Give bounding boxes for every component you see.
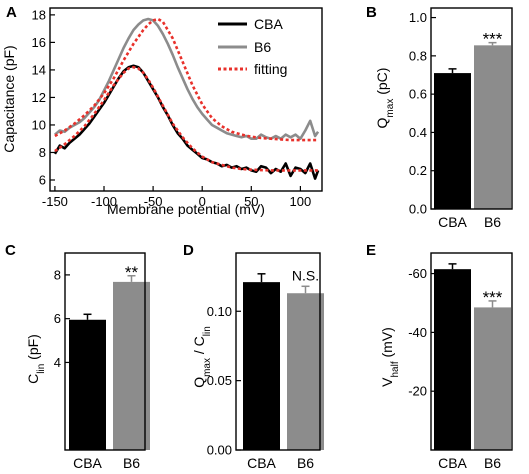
x-tick-label-b6: B6 <box>484 214 501 230</box>
bar-cba <box>243 282 280 450</box>
panel-e: E CBA B6 *** -60 -40 -20 Vhalf (mV) <box>366 242 513 471</box>
x-tick-label: 0 <box>199 194 206 209</box>
series-line-b6-1 <box>54 17 320 140</box>
panel-a-x-axis-label: Membrane potential (mV) <box>107 201 265 217</box>
y-tick-label: 1.0 <box>409 10 427 25</box>
x-tick-label-b6: B6 <box>297 455 314 471</box>
x-tick-label-cba: CBA <box>438 214 467 230</box>
bar-b6 <box>113 281 150 450</box>
x-tick-label: 50 <box>244 194 258 209</box>
y-tick-label: 0.10 <box>207 304 232 319</box>
panel-c-letter: C <box>5 242 16 259</box>
y-tick-label: 0.2 <box>409 163 427 178</box>
y-tick-label: 0.05 <box>207 373 232 388</box>
panel-a-ticks: -150 -100 -50 0 50 100 6 8 10 12 14 16 18 <box>32 7 312 209</box>
bar-cba <box>434 73 471 209</box>
panel-a-series <box>53 17 320 180</box>
panel-c: C CBA B6 ** 4 6 8 Clin (pF) <box>5 242 150 471</box>
panel-a-plot-frame <box>49 7 323 192</box>
panel-a-legend: CBA B6 fitting <box>218 16 287 77</box>
bar-b6 <box>474 45 511 210</box>
panel-a: A -150 -100 -50 0 50 100 6 8 10 12 14 16 18 Membrane… <box>1 4 323 217</box>
panel-d-y-axis-label: Qmax / Clin <box>191 326 213 388</box>
y-tick-label: 6 <box>54 311 61 326</box>
y-tick-label: 0.4 <box>409 125 427 140</box>
panel-e-y-axis-label: Vhalf (mV) <box>379 327 401 387</box>
y-tick-label: 10 <box>32 117 46 132</box>
y-tick-label: 0.8 <box>409 48 427 63</box>
plot-frame <box>235 252 321 451</box>
x-tick-label: 100 <box>290 194 312 209</box>
panel-b-chart: CBA B6 *** 0.0 0.2 0.4 0.6 0.8 1.0 <box>409 7 513 230</box>
y-tick-label: 0.6 <box>409 87 427 102</box>
bar-cba <box>434 269 471 450</box>
panel-a-letter: A <box>6 4 17 21</box>
x-tick-label-b6: B6 <box>123 455 140 471</box>
panel-e-letter: E <box>366 242 376 259</box>
significance-label: *** <box>483 288 503 307</box>
significance-label: N.S. <box>292 267 319 283</box>
y-tick-label: 8 <box>54 267 61 282</box>
y-tick-label: 4 <box>54 355 61 370</box>
series-line-cba-0 <box>53 64 320 180</box>
plot-frame <box>430 252 513 451</box>
x-tick-label-cba: CBA <box>247 455 276 471</box>
legend-label-b6: B6 <box>254 39 271 55</box>
panel-a-y-axis-label: Capacitance (pF) <box>1 45 17 152</box>
y-tick-label: -40 <box>408 325 427 340</box>
panel-c-y-axis-label: Clin (pF) <box>25 334 47 384</box>
significance-label: ** <box>125 263 139 282</box>
legend-label-cba: CBA <box>254 16 283 32</box>
x-tick-label-cba: CBA <box>73 455 102 471</box>
significance-label: *** <box>483 30 503 49</box>
plot-frame <box>430 7 513 210</box>
panel-b-letter: B <box>366 4 377 21</box>
series-line-fitting-3 <box>54 17 319 142</box>
y-tick-label: 12 <box>32 90 46 105</box>
panel-b: B CBA B6 *** 0.0 0.2 0.4 0.6 0.8 1.0 Qmax (pC) <box>366 4 513 230</box>
panel-d-chart: CBA B6 N.S. 0.00 0.05 0.10 <box>207 252 324 471</box>
x-tick-label: -150 <box>42 194 68 209</box>
legend-label-fitting: fitting <box>254 61 287 77</box>
x-tick-label: -50 <box>144 194 163 209</box>
plot-frame <box>64 252 146 451</box>
panel-e-chart: CBA B6 *** -60 -40 -20 <box>408 252 513 471</box>
x-tick-label-b6: B6 <box>484 455 501 471</box>
series-line-fitting-2 <box>54 65 319 172</box>
y-tick-label: 0.0 <box>409 202 427 217</box>
panel-d: D CBA B6 N.S. 0.00 0.05 0.10 Qmax / Clin <box>183 242 324 471</box>
y-tick-label: 14 <box>32 62 46 77</box>
x-tick-label-cba: CBA <box>438 455 467 471</box>
x-tick-label: -100 <box>91 194 117 209</box>
bar-cba <box>69 319 106 450</box>
panel-c-chart: CBA B6 ** 4 6 8 <box>54 252 150 471</box>
y-tick-label: 16 <box>32 35 46 50</box>
y-tick-label: 8 <box>39 145 46 160</box>
y-tick-label: -20 <box>408 384 427 399</box>
panel-d-letter: D <box>183 242 194 259</box>
panel-b-y-axis-label: Qmax (pC) <box>374 68 396 129</box>
bar-b6 <box>287 293 324 450</box>
y-tick-label: 6 <box>39 172 46 187</box>
y-tick-label: 0.00 <box>207 443 232 458</box>
bar-b6 <box>474 307 511 450</box>
y-tick-label: -60 <box>408 266 427 281</box>
y-tick-label: 18 <box>32 7 46 22</box>
